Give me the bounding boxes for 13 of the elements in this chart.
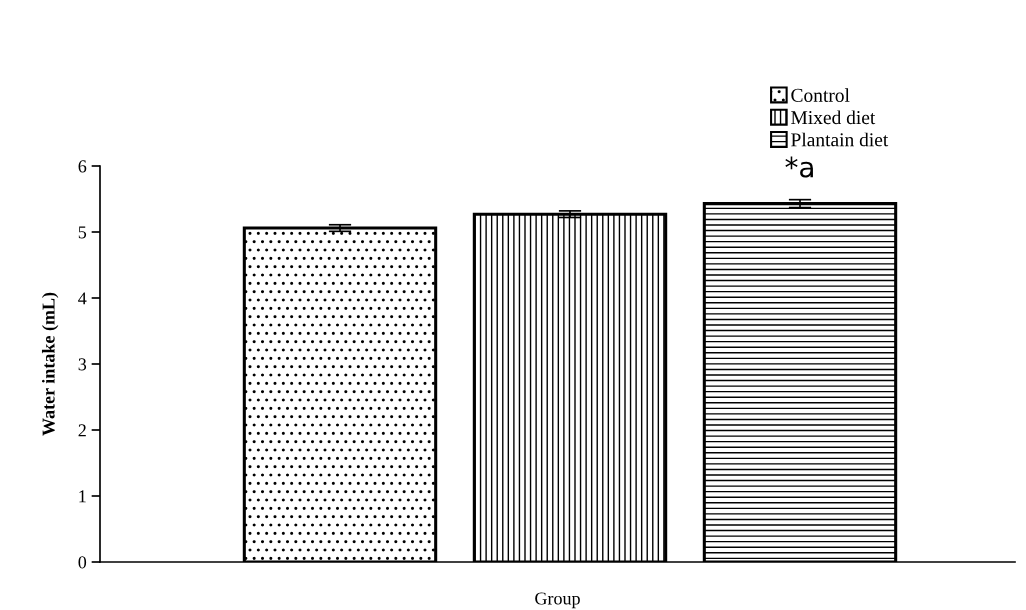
x-axis-title: Group <box>535 592 580 609</box>
y-tick-label: 1 <box>79 490 86 503</box>
y-tick-label: 3 <box>78 358 87 371</box>
y-tick-label: 6 <box>78 160 87 173</box>
y-tick-label: 5 <box>78 226 87 239</box>
y-tick-label: 4 <box>78 292 87 305</box>
legend-label: Mixed diet <box>791 110 876 125</box>
y-tick-label: 0 <box>78 556 87 569</box>
annotation: *a <box>785 156 813 178</box>
y-tick-label: 2 <box>78 424 86 437</box>
y-axis-title: Water intake (mL) <box>41 292 59 436</box>
legend-label: Control <box>791 88 850 102</box>
legend-label: Plantain diet <box>791 132 889 147</box>
